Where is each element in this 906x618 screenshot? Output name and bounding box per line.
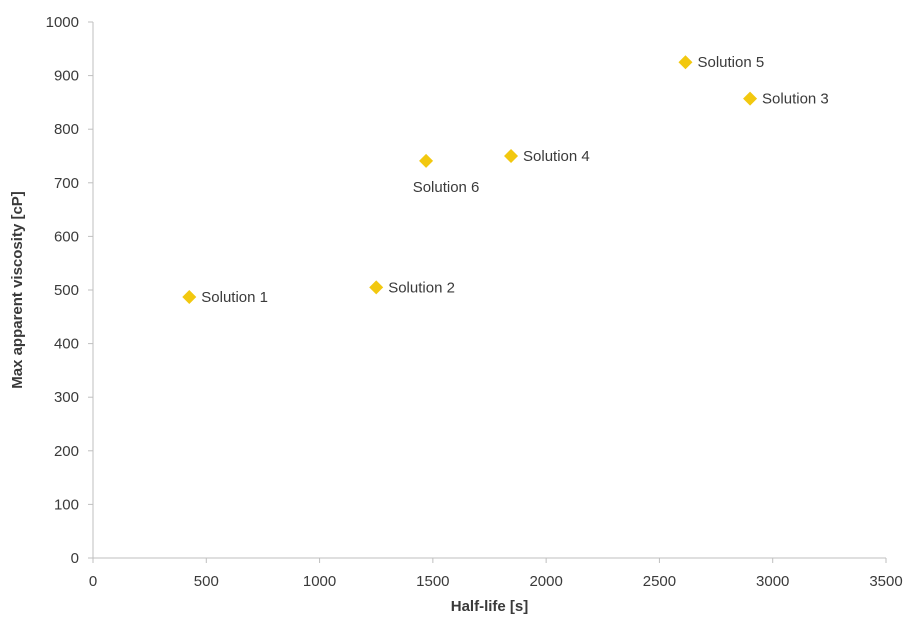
y-ticks: 0 100 200 300 400 500 600 700 800 900 1000 [46,14,93,567]
data-point-marker [743,91,758,106]
x-tick-label: 0 [89,573,97,590]
x-tick-label: 3000 [756,573,789,590]
x-axis-title: Half-life [s] [451,598,529,615]
y-tick-label: 700 [54,175,79,192]
data-point-label: Solution 3 [762,91,829,108]
data-point-label: Solution 5 [697,54,764,71]
x-tick-label: 1000 [303,573,336,590]
x-tick-label: 500 [194,573,219,590]
y-tick-label: 900 [54,68,79,85]
x-tick-label: 2500 [643,573,676,590]
y-tick-label: 800 [54,121,79,138]
y-tick-label: 0 [71,550,79,567]
data-point-marker [369,280,384,295]
data-point-label: Solution 1 [201,289,268,306]
y-tick-label: 600 [54,228,79,245]
data-point-marker [504,149,519,163]
y-tick-label: 200 [54,443,79,460]
y-tick-label: 300 [54,389,79,406]
y-tick-label: 1000 [46,14,79,31]
data-point-label: Solution 4 [523,148,590,165]
x-tick-label: 2000 [529,573,562,590]
y-tick-label: 400 [54,336,79,353]
x-tick-label: 3500 [869,573,902,590]
data-point-label: Solution 6 [413,179,480,196]
y-axis-title: Max apparent viscosity [cP] [9,191,26,389]
data-point-label: Solution 2 [388,279,455,296]
x-tick-label: 1500 [416,573,449,590]
y-tick-label: 100 [54,496,79,513]
data-point-marker [678,55,693,70]
data-point-marker [182,289,197,304]
data-points: Solution 1 Solution 2 Solution 3 Solution 4… [182,54,829,306]
x-ticks: 0 500 1000 1500 2000 2500 3000 3500 [89,558,903,590]
y-tick-label: 500 [54,282,79,299]
data-point-marker [419,153,434,168]
